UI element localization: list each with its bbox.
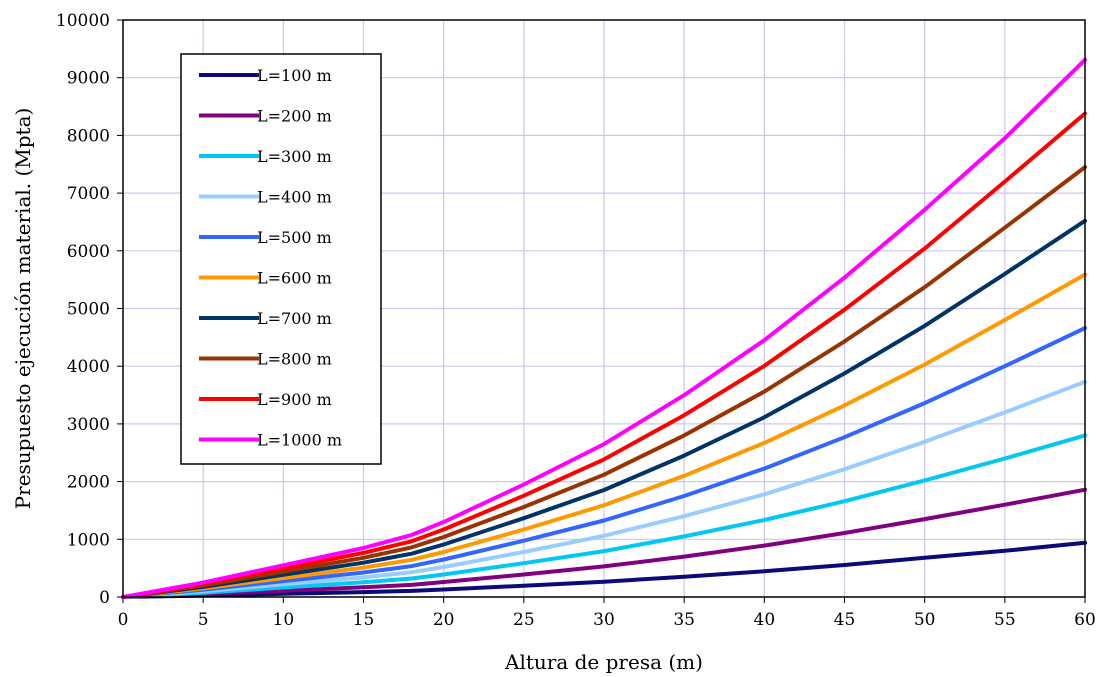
series-line-8 (121, 165, 1087, 599)
x-axis-title: Altura de presa (m) (504, 650, 703, 674)
y-tick-label: 4000 (67, 357, 110, 377)
legend-label: L=800 m (257, 350, 332, 369)
series-line-1 (121, 540, 1087, 599)
x-tick-label: 15 (353, 610, 375, 630)
y-tick-label: 7000 (67, 184, 110, 204)
x-tick-label: 45 (834, 610, 856, 630)
x-axis-ticks: 0 5 10 15 20 25 30 35 40 45 50 55 60 (118, 597, 1096, 630)
y-tick-label: 6000 (67, 242, 110, 262)
y-axis-title: Presupuesto ejecución material. (Mpta) (11, 108, 35, 510)
legend-label: L=1000 m (257, 431, 342, 450)
legend-label: L=600 m (257, 269, 332, 288)
y-tick-label: 10000 (56, 11, 110, 31)
series-line-3 (121, 433, 1087, 599)
series-line-2 (121, 487, 1087, 599)
x-tick-label: 5 (198, 610, 209, 630)
legend-box (180, 53, 382, 465)
legend-label: L=300 m (257, 147, 332, 166)
y-tick-label: 3000 (67, 415, 110, 435)
legend-label: L=400 m (257, 188, 332, 207)
x-tick-label: 50 (914, 610, 936, 630)
legend: L=100 m L=200 m L=300 m L=400 m L=500 m L=600… (180, 53, 382, 465)
legend-label: L=700 m (257, 309, 332, 328)
x-tick-label: 40 (754, 610, 776, 630)
x-tick-label: 55 (994, 610, 1016, 630)
x-tick-label: 20 (433, 610, 455, 630)
x-tick-label: 25 (513, 610, 535, 630)
x-tick-label: 0 (118, 610, 129, 630)
legend-label: L=500 m (257, 228, 332, 247)
series-lines (121, 57, 1087, 599)
legend-label: L=100 m (257, 66, 332, 85)
x-tick-label: 60 (1074, 610, 1096, 630)
legend-label: L=900 m (257, 390, 332, 409)
series-line-4 (121, 379, 1087, 599)
y-tick-label: 5000 (67, 300, 110, 320)
series-line-9 (121, 111, 1087, 599)
x-tick-label: 10 (273, 610, 295, 630)
y-tick-label: 2000 (67, 473, 110, 493)
series-line-5 (121, 326, 1087, 599)
y-tick-label: 9000 (67, 69, 110, 89)
legend-label: L=200 m (257, 107, 332, 126)
series-line-6 (121, 272, 1087, 599)
y-tick-label: 0 (99, 588, 110, 608)
y-tick-label: 8000 (67, 126, 110, 146)
x-tick-label: 30 (593, 610, 615, 630)
y-axis-ticks: 0 1000 2000 3000 4000 5000 6000 7000 8000 9000 100… (56, 11, 123, 608)
y-tick-label: 1000 (67, 530, 110, 550)
series-line-7 (121, 218, 1087, 599)
x-tick-label: 35 (673, 610, 695, 630)
series-line-10 (121, 57, 1087, 599)
